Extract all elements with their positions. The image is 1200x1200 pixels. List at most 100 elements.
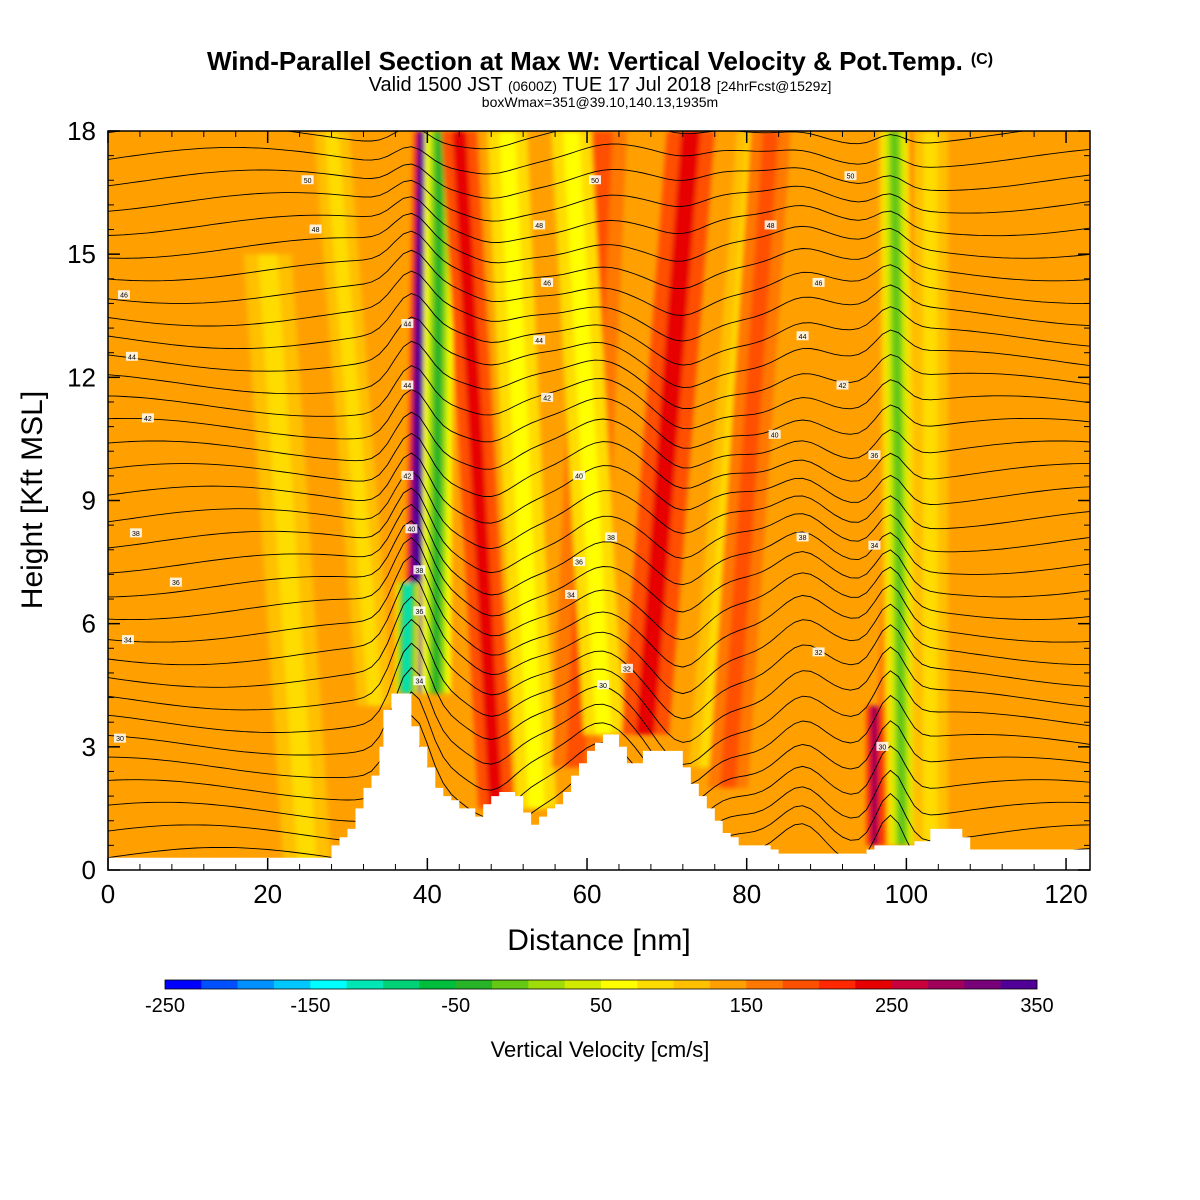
theta-contour-line (108, 574, 1090, 695)
colorbar-swatch (274, 980, 311, 989)
contour-label: 42 (839, 383, 847, 390)
colorbar-swatch (492, 980, 529, 989)
x-tick-label: 60 (573, 879, 602, 909)
contour-label-box (541, 392, 554, 402)
contour-label-box (129, 528, 142, 538)
box-wmax-text: boxWmax=351@39.10,140.13,1935m (482, 94, 718, 110)
colorbar-swatch (601, 980, 638, 989)
contour-label: 44 (403, 383, 411, 390)
velocity-band (324, 131, 383, 706)
colorbar-swatch (237, 980, 275, 989)
theta-contour-line (108, 230, 1090, 290)
valid-date: TUE 17 Jul 2018 (557, 74, 717, 96)
theta-contour-line (108, 691, 1090, 806)
y-tick-label: 0 (82, 855, 96, 885)
velocity-band (635, 131, 701, 735)
contour-label-box (812, 647, 825, 657)
colorbar-tick-label: 50 (590, 995, 612, 1017)
contour-label-box (604, 532, 617, 542)
velocity-band (720, 131, 779, 788)
x-tick-label: 100 (885, 879, 928, 909)
contour-label-box (768, 429, 781, 439)
colorbar-frame (164, 979, 1038, 990)
contour-label-box (141, 413, 154, 423)
contour-label-box (812, 277, 825, 287)
contour-label: 46 (120, 293, 128, 300)
y-tick-label: 6 (82, 609, 96, 639)
contour-label: 30 (116, 736, 124, 743)
contour-label: 44 (799, 334, 807, 341)
colorbar-swatch (819, 980, 856, 989)
contour-label: 36 (415, 609, 423, 616)
contour-label-box (413, 606, 426, 616)
chart-title: Wind-Parallel Section at Max W: Vertical… (207, 46, 993, 76)
contour-label-box (413, 565, 426, 575)
contour-label: 46 (815, 280, 823, 287)
theta-contour-line (108, 196, 1090, 243)
contour-label-box (401, 318, 414, 328)
contour-label: 36 (172, 580, 180, 587)
colorbar-tick-label: 350 (1020, 995, 1053, 1017)
valid-time-utc: (0600Z) (508, 78, 557, 94)
theta-contour-line (108, 555, 1090, 668)
contour-label-box (868, 540, 881, 550)
colorbar-swatch (528, 980, 565, 989)
theta-contour-line (108, 365, 1090, 430)
colorbar: -250 -150 -50 50 150 250 350 (145, 979, 1054, 1017)
colorbar-swatch (746, 980, 783, 989)
x-axis-title: Distance [nm] (507, 924, 690, 957)
colorbar-swatch (710, 980, 747, 989)
theta-contour-line (108, 452, 1090, 524)
colorbar-swatch (964, 980, 1001, 989)
y-tick-label: 15 (67, 239, 96, 269)
contour-label-box (573, 557, 586, 567)
contour-label: 42 (543, 395, 551, 402)
contour-label: 42 (403, 473, 411, 480)
colorbar-tick-label: -50 (441, 995, 470, 1017)
colorbar-title: Vertical Velocity [cm/s] (491, 1037, 710, 1062)
theta-contour-line (108, 520, 1090, 617)
contour-label-box (541, 277, 554, 287)
terrain-mask (108, 693, 1090, 870)
theta-contour-line (108, 249, 1090, 316)
velocity-band (563, 131, 612, 735)
x-tick-label: 80 (732, 879, 761, 909)
contour-label-box (401, 470, 414, 480)
contour-label-box (533, 335, 546, 345)
colorbar-swatch (564, 980, 602, 989)
contour-label: 38 (415, 568, 423, 575)
theta-contour-line (108, 293, 1090, 366)
contour-label-box (413, 676, 426, 686)
theta-contour-line (108, 618, 1090, 743)
contour-label: 34 (871, 543, 879, 550)
contour-label: 46 (543, 280, 551, 287)
contour-label: 34 (415, 679, 423, 686)
theta-contour-line (108, 596, 1090, 720)
contour-label-box (844, 171, 857, 181)
theta-contour-line (108, 432, 1090, 497)
contour-label-box (876, 741, 889, 751)
contour-label: 38 (799, 535, 807, 542)
contour-label-box (309, 224, 322, 234)
contour-label-box (620, 663, 633, 673)
contour-label: 50 (847, 174, 855, 181)
x-tick-label: 40 (413, 879, 442, 909)
y-tick-label: 3 (82, 732, 96, 762)
chart-subtitle: Valid 1500 JST (0600Z) TUE 17 Jul 2018 [… (369, 74, 832, 96)
contour-label: 32 (623, 666, 631, 673)
chart-title-main: Wind-Parallel Section at Max W: Vertical… (207, 46, 963, 76)
theta-contour-line (108, 470, 1090, 550)
contour-label-box (121, 635, 134, 645)
colorbar-tick-label: -150 (290, 995, 330, 1017)
contour-labels: 50 48 46 44 42 38 36 34 30 44 44 42 40 38 36 34 50 48 46 44… (113, 171, 889, 751)
theta-contour-line (108, 143, 1090, 175)
contour-label: 50 (304, 178, 312, 185)
theta-contour-line (108, 163, 1090, 199)
plot-area: 50 48 46 44 42 38 36 34 30 44 44 42 40 38 36 34 50 48 46 44… (108, 131, 1090, 870)
contour-label-box (796, 532, 809, 542)
contour-label-box (533, 220, 546, 230)
colorbar-swatch (782, 980, 820, 989)
contour-label: 48 (535, 223, 543, 230)
contour-label-box (405, 524, 418, 534)
colorbar-swatch (673, 980, 711, 989)
